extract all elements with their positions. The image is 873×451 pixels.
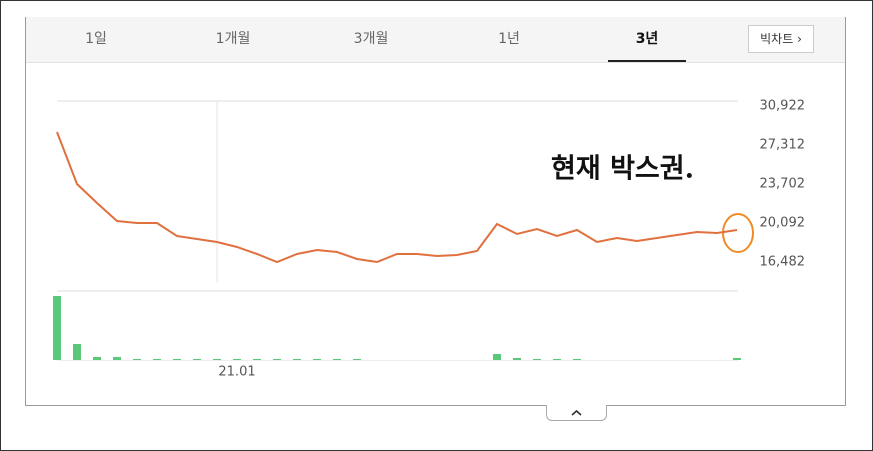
collapse-toggle[interactable]: [546, 405, 607, 421]
tab[interactable]: 1년: [498, 31, 520, 47]
chevron-icon: [571, 409, 582, 416]
tab-active[interactable]: 3년: [608, 17, 686, 62]
chart-widget: 1일 1개월 3개월 1년 3년 빅차트 ›: [25, 17, 846, 406]
button-label: 빅차트: [760, 32, 794, 46]
tab[interactable]: 3개월: [353, 31, 389, 47]
tab[interactable]: 1개월: [215, 31, 251, 47]
tab-bar: 1일 1개월 3개월 1년 3년 빅차트 ›: [26, 17, 845, 63]
tab[interactable]: 1일: [85, 31, 107, 47]
big-chart-button[interactable]: 빅차트 ›: [748, 25, 814, 53]
